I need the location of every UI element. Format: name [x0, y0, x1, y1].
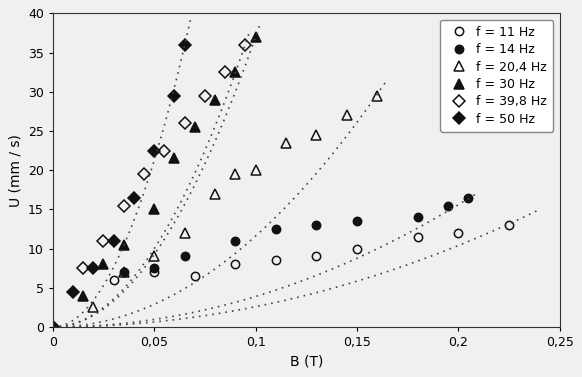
Legend: f = 11 Hz, f = 14 Hz, f = 20,4 Hz, f = 30 Hz, f = 39,8 Hz, f = 50 Hz: f = 11 Hz, f = 14 Hz, f = 20,4 Hz, f = 3… — [440, 20, 553, 132]
X-axis label: B (T): B (T) — [290, 355, 323, 369]
Y-axis label: U (mm / s): U (mm / s) — [8, 134, 22, 207]
